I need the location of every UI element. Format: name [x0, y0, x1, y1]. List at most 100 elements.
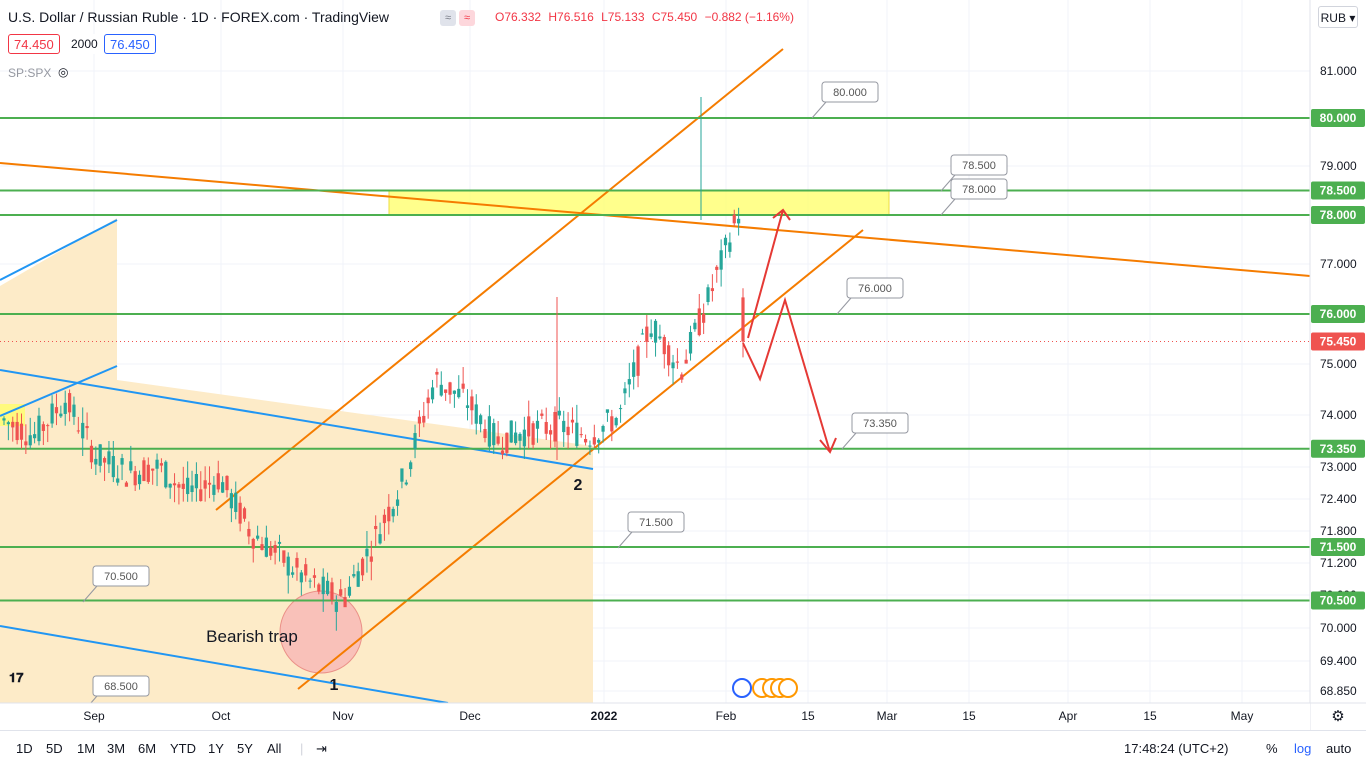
toolbar-divider: | [300, 741, 304, 756]
y-tick-11: 71.200 [1320, 556, 1357, 570]
bullish-arrow-head [772, 208, 791, 221]
range-3m[interactable]: 3M [107, 741, 126, 756]
candle-body-165 [723, 237, 728, 246]
candle-body-121 [531, 423, 535, 445]
auto-toggle[interactable]: auto [1326, 741, 1352, 756]
candle-body-35 [155, 459, 159, 469]
downtrend-zone [0, 366, 593, 703]
settings-gear-icon[interactable]: ⚙ [1331, 707, 1344, 725]
callout-pointer-4 [841, 432, 857, 450]
callout-pointer-1 [940, 174, 956, 192]
level-badge-label-5: 71.500 [1320, 540, 1357, 554]
range-ytd[interactable]: YTD [170, 741, 196, 756]
candle-body-133 [583, 438, 588, 443]
candle-body-76 [334, 601, 338, 612]
candle-body-169 [741, 297, 745, 342]
log-toggle[interactable]: log [1294, 741, 1312, 756]
range-1y[interactable]: 1Y [208, 741, 224, 756]
percent-toggle[interactable]: % [1266, 741, 1278, 756]
candle-body-5 [24, 441, 28, 446]
level-badge-0 [1311, 109, 1365, 127]
candle-body-139 [610, 416, 614, 432]
candle-body-153 [671, 362, 675, 369]
candle-body-99 [435, 371, 439, 375]
candle-body-41 [181, 483, 185, 489]
candle-body-74 [325, 580, 330, 595]
candle-body-143 [627, 379, 631, 385]
symbol-title[interactable]: U.S. Dollar / Russian Ruble · 1D · FOREX… [8, 9, 389, 25]
callout-box-2 [950, 178, 1008, 200]
candle-body-52 [229, 493, 233, 509]
x-tick-11: May [1231, 709, 1254, 723]
callout-box-7 [92, 675, 150, 697]
last-price-badge [1311, 332, 1365, 351]
y-tick-6: 75.000 [1320, 357, 1357, 371]
candle-body-19 [85, 426, 89, 429]
ohlc-values: O76.332 H76.516 L75.133 C75.450 −0.882 (… [495, 10, 798, 24]
callout-pointer-5 [617, 531, 633, 549]
candle-body-23 [102, 458, 107, 463]
candle-body-142 [623, 388, 627, 394]
range-1d[interactable]: 1D [16, 741, 33, 756]
x-tick-8: 15 [962, 709, 976, 723]
level-badge-label-2: 78.000 [1320, 208, 1357, 222]
level-badge-5 [1311, 538, 1365, 556]
currency-label: RUB [1320, 11, 1346, 25]
candle-body-79 [347, 586, 352, 596]
compare-symbol[interactable]: SP:SPX [8, 66, 52, 80]
candle-body-26 [116, 478, 120, 483]
clock-readout[interactable]: 17:48:24 (UTC+2) [1124, 741, 1229, 756]
low-value: L75.133 [601, 10, 645, 24]
callout-box-4 [851, 412, 909, 434]
candle-body-57 [251, 538, 255, 549]
forecast-arrows [742, 208, 837, 454]
candle-body-112 [492, 423, 496, 446]
date-range-icon[interactable]: ⇥ [316, 741, 327, 756]
x-tick-4: 2022 [591, 709, 618, 723]
candle-body-43 [190, 485, 194, 493]
currency-select[interactable]: RUB ▾ [1318, 6, 1358, 28]
range-1m[interactable]: 1M [77, 741, 96, 756]
x-tick-3: Dec [459, 709, 480, 723]
candle-body-78 [343, 597, 347, 608]
callout-pointer-0 [811, 101, 827, 119]
candle-body-56 [247, 528, 251, 537]
hide-eye-icon[interactable]: ◎ [58, 65, 69, 79]
x-tick-9: Apr [1059, 709, 1078, 723]
candle-body-155 [680, 374, 684, 380]
compare-icon[interactable]: ≈ [440, 10, 456, 26]
range-all[interactable]: All [267, 741, 282, 756]
bid-button[interactable]: 74.450 [8, 34, 60, 54]
level-badge-6 [1311, 591, 1365, 610]
candle-body-154 [675, 361, 680, 363]
candle-body-156 [684, 359, 688, 364]
bearish-trap-label: Bearish trap [206, 627, 298, 646]
ask-button[interactable]: 76.450 [104, 34, 156, 54]
level-badge-label-3: 76.000 [1320, 307, 1357, 321]
level-badge-2 [1311, 206, 1365, 224]
range-5d[interactable]: 5D [46, 741, 63, 756]
flag-icon[interactable]: ≈ [459, 10, 475, 26]
callout-pointer-3 [836, 297, 852, 315]
candle-body-30 [133, 471, 137, 486]
x-tick-10: 15 [1143, 709, 1157, 723]
candle-body-95 [417, 416, 422, 424]
candle-body-60 [264, 537, 268, 557]
candle-body-91 [400, 468, 404, 482]
blue-channel-zone [0, 218, 117, 366]
candle-body-86 [378, 534, 382, 544]
candle-body-54 [238, 502, 242, 524]
range-6m[interactable]: 6M [138, 741, 157, 756]
range-5y[interactable]: 5Y [237, 741, 253, 756]
candle-body-115 [505, 432, 509, 453]
candle-body-64 [282, 550, 286, 563]
candle-body-151 [662, 336, 666, 355]
tradingview-logo-icon[interactable]: 𝟏𝟕 [9, 670, 24, 685]
callout-label-2: 78.000 [962, 184, 996, 196]
header-icons: ≈ ≈ [440, 8, 480, 26]
descending-resistance-line [0, 162, 1311, 277]
candle-body-152 [667, 345, 671, 366]
candle-body-166 [728, 242, 732, 252]
candle-body-48 [212, 484, 216, 495]
